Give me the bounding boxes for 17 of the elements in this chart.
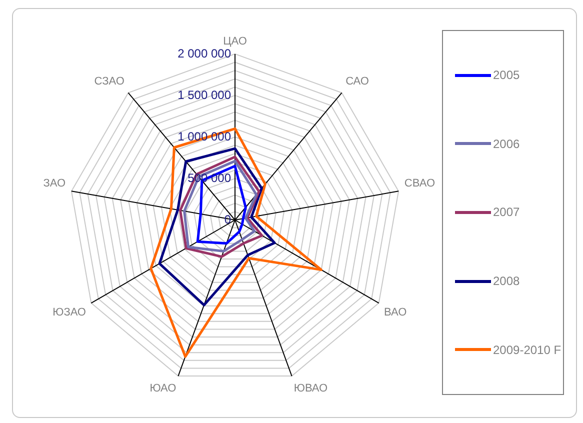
legend-label: 2008 <box>493 274 520 288</box>
y-tick-label: 1 500 000 <box>178 88 232 102</box>
legend-label: 2007 <box>493 205 520 220</box>
y-tick-label: 500 000 <box>188 170 232 185</box>
spoke-label: ВАО <box>384 306 408 319</box>
spoke-label: ЗАО <box>43 178 66 190</box>
spoke-label: САО <box>346 76 370 88</box>
legend-label: 2009-2010 F <box>493 342 562 357</box>
spoke-label: ЮАО <box>150 382 177 394</box>
legend-label: 2006 <box>493 136 520 151</box>
spoke-label: ЮВАО <box>294 382 328 394</box>
spoke-label: СВАО <box>404 178 436 190</box>
spoke-label: ЮЗАО <box>52 306 86 319</box>
spoke-label: ЦАО <box>223 35 248 48</box>
legend-label: 2005 <box>493 68 520 82</box>
spoke-label: СЗАО <box>94 76 125 88</box>
y-tick-label: 2 000 000 <box>178 46 232 60</box>
